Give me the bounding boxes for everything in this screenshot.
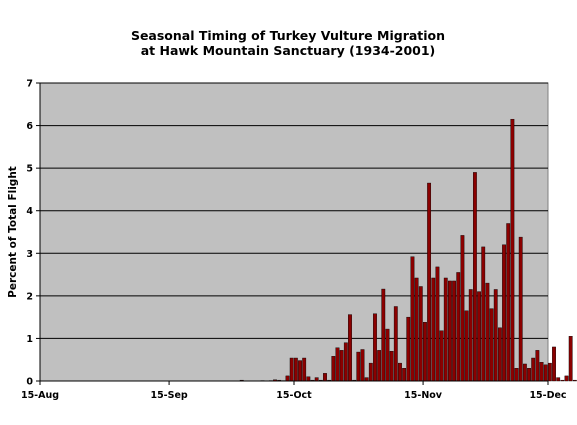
- bar: [522, 363, 527, 382]
- bar: [527, 368, 531, 382]
- x-tick-label: 15-Aug: [21, 390, 59, 401]
- bar: [510, 118, 515, 382]
- bar: [323, 373, 327, 382]
- bar: [431, 277, 436, 382]
- bar: [477, 291, 481, 382]
- bar: [502, 244, 506, 382]
- bar: [435, 266, 440, 382]
- bar: [410, 256, 415, 382]
- bar: [493, 289, 498, 382]
- bar: [531, 357, 536, 382]
- bar: [402, 368, 407, 382]
- x-tick-label: 15-Nov: [404, 390, 443, 401]
- y-tick-label: 6: [26, 121, 33, 132]
- bar: [485, 282, 490, 382]
- bar: [381, 288, 386, 382]
- bar: [468, 289, 473, 382]
- bar: [389, 351, 394, 382]
- bar: [552, 346, 556, 382]
- bar: [289, 357, 294, 382]
- bar: [373, 313, 377, 382]
- bar: [539, 362, 544, 382]
- x-tick-label: 15-Dec: [529, 390, 566, 401]
- y-axis-ticks: 0 1 2 3 4 5 6 7: [26, 79, 40, 388]
- bar: [335, 347, 340, 382]
- chart-title-line-2: at Hawk Mountain Sanctuary (1934-2001): [141, 43, 436, 58]
- bar: [439, 330, 444, 382]
- bar: [418, 286, 423, 382]
- y-axis-label: Percent of Total Flight: [7, 166, 19, 298]
- bar: [360, 349, 365, 382]
- bar: [543, 364, 548, 382]
- bar: [356, 351, 361, 382]
- bar: [556, 377, 561, 382]
- bar: [514, 368, 519, 382]
- bar: [285, 375, 290, 382]
- bar: [364, 377, 369, 382]
- bar: [506, 223, 511, 382]
- bar: [497, 327, 502, 382]
- y-tick-label: 0: [26, 377, 33, 388]
- y-tick-label: 2: [26, 291, 33, 302]
- bar: [368, 362, 373, 382]
- bar: [293, 357, 298, 382]
- bar: [385, 328, 390, 382]
- bar: [331, 356, 336, 382]
- bar: [464, 310, 469, 382]
- chart-title-line-1: Seasonal Timing of Turkey Vulture Migrat…: [131, 28, 445, 43]
- bar: [414, 277, 419, 382]
- y-tick-label: 3: [26, 249, 33, 260]
- bar: [339, 350, 344, 382]
- bar: [423, 322, 427, 382]
- bar: [393, 306, 398, 382]
- x-tick-label: 15-Sep: [150, 390, 187, 401]
- bar: [348, 314, 352, 382]
- x-tick-label: 15-Oct: [276, 390, 312, 401]
- bar: [481, 246, 486, 382]
- bar: [314, 377, 319, 382]
- bar: [306, 376, 311, 382]
- bar: [448, 280, 452, 382]
- x-axis-ticks: 15-Aug 15-Sep 15-Oct 15-Nov 15-Dec: [21, 381, 567, 401]
- y-tick-label: 1: [26, 334, 33, 345]
- bar: [460, 235, 465, 382]
- bar: [572, 379, 577, 382]
- bar: [547, 362, 552, 382]
- bar: [535, 350, 540, 382]
- y-tick-label: 7: [26, 79, 33, 90]
- bar: [298, 360, 302, 382]
- bar: [443, 277, 448, 382]
- bar: [427, 182, 432, 382]
- bar: [406, 316, 411, 382]
- bars: [239, 118, 577, 382]
- y-tick-label: 4: [26, 206, 33, 217]
- bar: [377, 350, 382, 382]
- bar: [518, 236, 523, 382]
- bar: [343, 342, 348, 382]
- bar: [568, 336, 573, 382]
- bar: [398, 362, 402, 382]
- y-tick-label: 5: [26, 164, 33, 175]
- bar: [564, 375, 569, 382]
- bar: [456, 272, 461, 382]
- bar: [302, 357, 307, 382]
- bar: [472, 172, 477, 382]
- bar: [452, 280, 456, 382]
- bar: [560, 379, 565, 382]
- bar: [489, 308, 494, 382]
